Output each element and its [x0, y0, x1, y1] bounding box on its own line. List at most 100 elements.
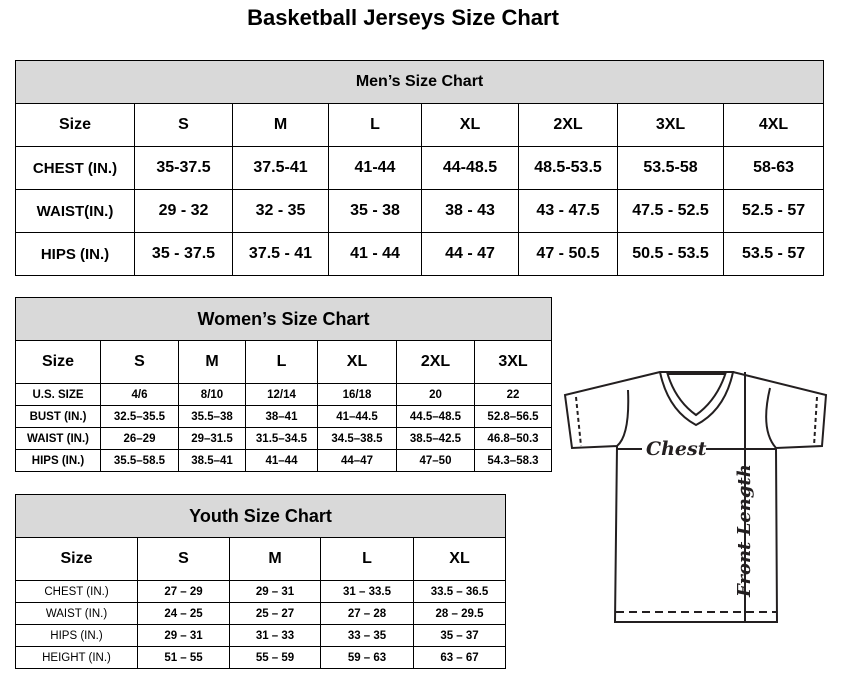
column-header: 3XL	[473, 340, 553, 384]
column-header: XL	[317, 340, 397, 384]
table-cell: 4/6	[100, 383, 179, 406]
shirt-outline	[563, 371, 828, 623]
table-row: HIPS (IN.) 35 - 37.5 37.5 - 41 41 - 44 44 - …	[15, 232, 825, 276]
table-cell: 59 – 63	[320, 646, 414, 669]
column-header: S	[100, 340, 179, 384]
column-header: M	[229, 537, 321, 581]
table-row: CHEST (IN.) 35-37.5 37.5-41 41-44 44-48.5 48.…	[15, 146, 825, 190]
table-cell: 29 – 31	[137, 624, 230, 647]
row-label: HIPS (IN.)	[15, 624, 138, 647]
column-header: 2XL	[518, 103, 618, 147]
column-header: M	[232, 103, 329, 147]
row-label: BUST (IN.)	[15, 405, 101, 428]
row-label: HIPS (IN.)	[15, 449, 101, 472]
column-header: 2XL	[396, 340, 475, 384]
table-cell: 52.8–56.5	[473, 405, 553, 428]
table-cell: 50.5 - 53.5	[617, 232, 724, 276]
table-cell: 22	[473, 383, 553, 406]
youth-size-table: Youth Size Chart Size S M L XL CHEST (IN.) 27 …	[14, 494, 507, 669]
table-cell: 38 - 43	[421, 189, 519, 233]
table-cell: 27 – 29	[137, 580, 230, 603]
table-cell: 35.5–38	[178, 405, 246, 428]
table-cell: 29 - 32	[134, 189, 233, 233]
chest-label: Chest	[646, 438, 707, 460]
column-header: L	[245, 340, 318, 384]
womens-table-title: Women’s Size Chart	[14, 297, 553, 341]
table-cell: 35 – 37	[412, 624, 507, 647]
table-cell: 32.5–35.5	[100, 405, 179, 428]
column-header: L	[328, 103, 422, 147]
table-cell: 35 - 37.5	[134, 232, 233, 276]
table-cell: 44-48.5	[421, 146, 519, 190]
column-header: 3XL	[617, 103, 724, 147]
table-cell: 31.5–34.5	[245, 427, 318, 450]
table-cell: 54.3–58.3	[473, 449, 553, 472]
header-row: Size S M L XL 2XL 3XL	[15, 340, 553, 384]
column-header: S	[134, 103, 233, 147]
column-header: M	[178, 340, 246, 384]
column-header: L	[320, 537, 414, 581]
table-row: U.S. SIZE 4/6 8/10 12/14 16/18 20 22	[15, 383, 553, 406]
table-cell: 47.5 - 52.5	[617, 189, 724, 233]
row-label: CHEST (IN.)	[15, 580, 138, 603]
table-row: HIPS (IN.) 29 – 31 31 – 33 33 – 35 35 – 37	[15, 624, 507, 647]
table-cell: 47 - 50.5	[518, 232, 618, 276]
table-cell: 37.5 - 41	[232, 232, 329, 276]
table-cell: 31 – 33.5	[320, 580, 414, 603]
column-header: Size	[15, 103, 135, 147]
row-label: WAIST (IN.)	[15, 602, 138, 625]
table-cell: 38.5–41	[178, 449, 246, 472]
table-cell: 53.5-58	[617, 146, 724, 190]
table-cell: 38–41	[245, 405, 318, 428]
table-row: WAIST (IN.) 24 – 25 25 – 27 27 – 28 28 – 29.…	[15, 602, 507, 625]
header-row: Size S M L XL 2XL 3XL 4XL	[15, 103, 825, 147]
column-header: XL	[412, 537, 507, 581]
table-cell: 25 – 27	[229, 602, 321, 625]
table-cell: 63 – 67	[412, 646, 507, 669]
table-cell: 37.5-41	[232, 146, 329, 190]
table-cell: 33 – 35	[320, 624, 414, 647]
column-header: XL	[421, 103, 519, 147]
table-cell: 24 – 25	[137, 602, 230, 625]
row-label: U.S. SIZE	[15, 383, 101, 406]
womens-size-table: Women’s Size Chart Size S M L XL 2XL 3XL U.S. S…	[14, 297, 553, 472]
row-label: CHEST (IN.)	[15, 146, 135, 190]
youth-table-title: Youth Size Chart	[14, 494, 507, 538]
table-cell: 32 - 35	[232, 189, 329, 233]
table-cell: 44–47	[317, 449, 397, 472]
table-cell: 8/10	[178, 383, 246, 406]
table-cell: 26–29	[100, 427, 179, 450]
table-cell: 28 – 29.5	[412, 602, 507, 625]
table-cell: 34.5–38.5	[317, 427, 397, 450]
table-cell: 46.8–50.3	[473, 427, 553, 450]
table-cell: 41 - 44	[328, 232, 422, 276]
row-label: HIPS (IN.)	[15, 232, 135, 276]
table-cell: 12/14	[245, 383, 318, 406]
column-header: Size	[15, 340, 101, 384]
table-row: CHEST (IN.) 27 – 29 29 – 31 31 – 33.5 33.5 –…	[15, 580, 507, 603]
table-cell: 44 - 47	[421, 232, 519, 276]
table-cell: 29 – 31	[229, 580, 321, 603]
table-row: HIPS (IN.) 35.5–58.5 38.5–41 41–44 44–47 47–5…	[15, 449, 553, 472]
table-cell: 35.5–58.5	[100, 449, 179, 472]
table-cell: 47–50	[396, 449, 475, 472]
table-row: BUST (IN.) 32.5–35.5 35.5–38 38–41 41–44.5 44…	[15, 405, 553, 428]
table-cell: 44.5–48.5	[396, 405, 475, 428]
row-label: WAIST (IN.)	[15, 427, 101, 450]
table-cell: 27 – 28	[320, 602, 414, 625]
table-cell: 35-37.5	[134, 146, 233, 190]
jersey-diagram: Chest Front Length	[563, 371, 828, 623]
table-cell: 35 - 38	[328, 189, 422, 233]
table-cell: 55 – 59	[229, 646, 321, 669]
table-cell: 58-63	[722, 146, 825, 190]
table-cell: 43 - 47.5	[518, 189, 618, 233]
table-cell: 41–44	[245, 449, 318, 472]
mens-table-title: Men’s Size Chart	[14, 60, 825, 104]
table-row: WAIST (IN.) 26–29 29–31.5 31.5–34.5 34.5–38.…	[15, 427, 553, 450]
row-label: WAIST(IN.)	[15, 189, 135, 233]
table-cell: 41–44.5	[317, 405, 397, 428]
mens-size-table: Men’s Size Chart Size S M L XL 2XL 3XL 4XL CHEST…	[14, 60, 825, 276]
table-cell: 31 – 33	[229, 624, 321, 647]
table-cell: 38.5–42.5	[396, 427, 475, 450]
table-cell: 53.5 - 57	[722, 232, 825, 276]
